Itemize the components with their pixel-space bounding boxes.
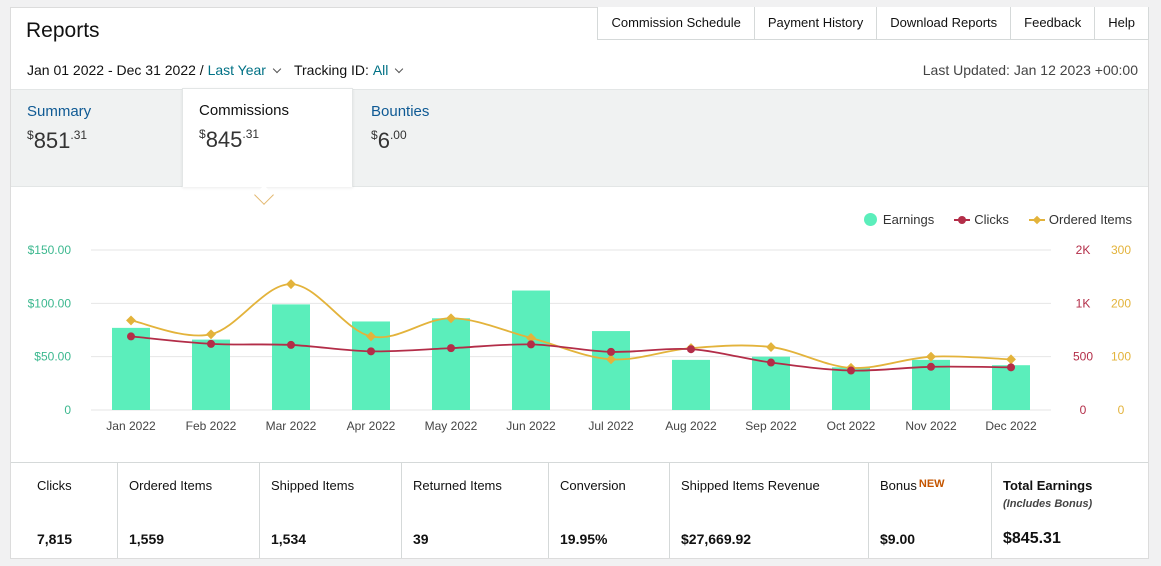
clicks-point <box>687 345 695 354</box>
x-axis-tick: May 2022 <box>425 419 478 433</box>
x-axis-tick: Nov 2022 <box>905 419 957 433</box>
ordered-axis-tick: 100 <box>1111 350 1131 364</box>
earnings-bar <box>512 290 550 410</box>
x-axis-tick: Jan 2022 <box>106 419 156 433</box>
ordered-items-line <box>130 283 1012 369</box>
tab-label: Commissions <box>199 102 290 119</box>
clicks-point <box>527 340 535 349</box>
tracking-id-dropdown[interactable]: All <box>372 62 389 78</box>
ordered-items-point <box>526 333 536 343</box>
stat-shipped-revenue: Shipped Items Revenue $27,669.92 <box>669 463 868 558</box>
left-axis-tick: $100.00 <box>28 296 72 310</box>
stat-clicks: Clicks 7,815 <box>37 478 73 547</box>
earnings-bar <box>192 339 230 410</box>
clicks-point <box>287 340 295 349</box>
ordered-axis-tick: 0 <box>1118 403 1125 417</box>
chart-legend: Earnings Clicks Ordered Items <box>844 212 1132 227</box>
clicks-point <box>367 347 375 356</box>
tab-label: Bounties <box>371 103 430 120</box>
clicks-axis-tick: 0 <box>1080 403 1087 417</box>
ordered-items-point <box>1006 354 1016 365</box>
tab-amount: $851.31 <box>27 128 88 153</box>
top-nav: Commission Schedule Payment History Down… <box>597 7 1149 40</box>
chevron-down-icon[interactable] <box>272 64 282 73</box>
clicks-point <box>767 358 775 367</box>
new-badge: NEW <box>918 478 945 490</box>
clicks-point <box>127 332 135 341</box>
last-updated: Last Updated: Jan 12 2023 +00:00 <box>922 62 1138 78</box>
clicks-point <box>847 366 855 375</box>
ordered-items-point <box>286 279 296 290</box>
x-axis-tick: Aug 2022 <box>665 419 717 433</box>
page-title: Reports <box>26 19 100 42</box>
feedback-button[interactable]: Feedback <box>1010 7 1094 39</box>
ordered-axis-tick: 300 <box>1111 243 1131 257</box>
ordered-items-point <box>206 329 216 340</box>
x-axis-tick: Mar 2022 <box>266 419 317 433</box>
earnings-dot-icon <box>863 213 877 226</box>
active-tab-pointer <box>254 185 274 205</box>
left-axis-tick: $50.00 <box>34 350 71 364</box>
tab-label: Summary <box>27 103 92 120</box>
clicks-axis-tick: 500 <box>1073 350 1093 364</box>
download-reports-button[interactable]: Download Reports <box>876 7 1010 39</box>
stat-total-earnings: Total Earnings (Includes Bonus) $845.31 <box>991 463 1148 558</box>
x-axis-tick: Apr 2022 <box>347 419 396 433</box>
stat-shipped-items: Shipped Items 1,534 <box>259 463 401 558</box>
clicks-point <box>207 339 215 348</box>
tab-amount: $6.00 <box>371 128 407 153</box>
earnings-bar <box>432 318 470 410</box>
earnings-bar <box>272 304 310 410</box>
tab-summary[interactable]: Summary $851.31 <box>11 90 107 186</box>
stat-conversion: Conversion 19.95% <box>548 463 669 558</box>
ordered-items-point <box>126 315 136 326</box>
tab-commissions[interactable]: Commissions $845.31 <box>182 88 353 187</box>
report-tabs: Summary $851.31 Commissions $845.31 Boun… <box>11 88 1148 187</box>
reports-panel: Reports Commission Schedule Payment Hist… <box>10 7 1149 559</box>
earnings-bar <box>672 359 710 410</box>
earnings-bar <box>592 331 630 410</box>
x-axis-tick: Dec 2022 <box>985 419 1037 433</box>
chevron-down-icon[interactable] <box>395 64 404 73</box>
payment-history-button[interactable]: Payment History <box>753 7 876 39</box>
x-axis-tick: Feb 2022 <box>186 419 237 433</box>
date-range-text: Jan 01 2022 - Dec 31 2022 / <box>27 62 204 78</box>
ordered-items-point <box>766 342 776 353</box>
stat-ordered-items: Ordered Items 1,559 <box>117 463 259 558</box>
legend-clicks[interactable]: Clicks <box>954 212 1009 227</box>
x-axis-tick: Jul 2022 <box>588 419 634 433</box>
commission-schedule-button[interactable]: Commission Schedule <box>611 15 741 30</box>
ordered-items-point <box>606 354 616 365</box>
help-button[interactable]: Help <box>1094 7 1148 39</box>
left-axis-tick: 0 <box>64 403 71 417</box>
x-axis-tick: Oct 2022 <box>827 419 876 433</box>
clicks-point <box>607 347 615 356</box>
stats-row: Clicks 7,815 Ordered Items 1,559 Shipped I… <box>11 462 1148 558</box>
ordered-items-point <box>926 351 936 362</box>
stat-bonus: Bonus NEW $9.00 <box>868 463 991 558</box>
legend-earnings[interactable]: Earnings <box>863 212 934 227</box>
date-preset-dropdown[interactable]: Last Year <box>207 62 266 78</box>
tracking-id-label: Tracking ID: <box>293 62 369 78</box>
ordered-axis-tick: 200 <box>1111 296 1131 310</box>
ordered-items-line-icon <box>1028 218 1045 221</box>
clicks-axis-tick: 2K <box>1076 243 1091 257</box>
legend-ordered-items[interactable]: Ordered Items <box>1028 212 1132 227</box>
tab-bounties[interactable]: Bounties $6.00 <box>355 90 445 186</box>
earnings-bar <box>992 365 1030 410</box>
left-axis-tick: $150.00 <box>28 243 72 257</box>
stat-returned-items: Returned Items 39 <box>401 463 548 558</box>
clicks-axis-tick: 1K <box>1076 296 1091 310</box>
tab-amount: $845.31 <box>199 127 260 152</box>
x-axis-tick: Jun 2022 <box>506 419 556 433</box>
earnings-bar <box>112 327 150 410</box>
clicks-point <box>1007 363 1015 372</box>
clicks-line-icon <box>954 215 971 224</box>
filter-bar: Jan 01 2022 - Dec 31 2022 / Last Year Tr… <box>27 62 410 78</box>
earnings-chart: 0 0 0 $50.00 500 100 $100.00 1K 200 $150.00 2K 300 J… <box>28 243 1132 433</box>
x-axis-tick: Sep 2022 <box>745 419 797 433</box>
clicks-line <box>130 335 1012 372</box>
clicks-point <box>447 344 455 353</box>
clicks-point <box>927 362 935 371</box>
